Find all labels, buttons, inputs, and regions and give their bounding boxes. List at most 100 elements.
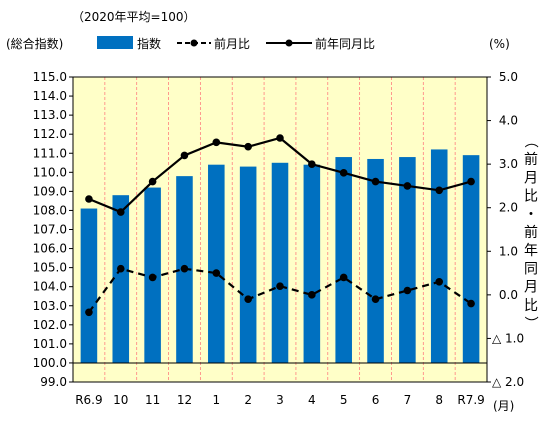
right-axis-unit: (%) (489, 37, 510, 51)
right-axis-title-char: ） (522, 316, 538, 330)
bar-index (112, 195, 130, 363)
point-yoy (339, 169, 348, 177)
bar-index (80, 208, 98, 363)
point-mom (116, 264, 125, 273)
right-axis-title-char: 月 (524, 170, 538, 186)
left-tick-label: 112.0 (33, 127, 67, 141)
left-tick-label: 115.0 (33, 70, 67, 84)
point-mom (435, 277, 444, 286)
point-mom (212, 269, 221, 277)
point-mom (180, 264, 189, 273)
left-tick-label: 106.0 (33, 242, 67, 256)
point-yoy (467, 177, 475, 186)
bar-index (367, 158, 384, 363)
left-tick-label: 110.0 (33, 165, 67, 179)
x-tick-label: R6.9 (75, 393, 102, 407)
left-tick-label: 100.0 (33, 356, 67, 370)
bar-index (399, 157, 416, 363)
x-tick-label: 5 (340, 393, 348, 407)
bar-series-index (80, 149, 480, 363)
x-tick-label: 8 (435, 393, 443, 407)
legend-label-mom: 前月比 (214, 36, 250, 51)
right-tick-label: 1.0 (499, 244, 518, 258)
right-axis-title-char: 年 (524, 243, 538, 259)
right-axis-title-char: ・ (524, 207, 538, 223)
point-yoy (371, 177, 380, 186)
right-tick-label: 4.0 (499, 114, 518, 128)
legend-mom-marker (190, 39, 198, 47)
left-tick-label: 107.0 (33, 223, 67, 237)
bar-index (208, 164, 225, 363)
left-tick-label: 101.0 (33, 337, 67, 351)
legend-bar-swatch (97, 36, 133, 49)
x-tick-label: R7.9 (457, 393, 484, 407)
point-yoy (403, 182, 412, 190)
legend-yoy-marker (285, 39, 293, 47)
right-axis-title-char: 同 (524, 261, 538, 277)
point-yoy (85, 195, 93, 203)
point-yoy (116, 208, 125, 216)
point-mom (244, 295, 252, 304)
x-tick-label: 12 (177, 393, 192, 407)
point-yoy (180, 151, 189, 160)
x-tick-label: 10 (113, 393, 128, 407)
right-tick-label: 5.0 (499, 70, 518, 84)
left-tick-label: 109.0 (33, 184, 67, 198)
point-mom (308, 291, 316, 299)
base-year-note: （2020年平均=100） (72, 10, 196, 24)
right-tick-label: 0.0 (499, 288, 518, 302)
x-tick-label: 7 (404, 393, 412, 407)
point-yoy (148, 177, 157, 186)
left-tick-label: 111.0 (33, 146, 67, 160)
point-yoy (276, 134, 284, 142)
right-axis-title-char: 比 (524, 298, 538, 314)
left-tick-label: 104.0 (33, 280, 67, 294)
right-tick-label: 3.0 (499, 157, 518, 171)
left-tick-label: 113.0 (33, 108, 67, 122)
bar-index (303, 164, 321, 363)
x-tick-label: 3 (276, 393, 284, 407)
point-mom (148, 273, 157, 282)
point-mom (276, 282, 284, 290)
point-mom (467, 299, 475, 308)
x-tick-label: 6 (372, 393, 380, 407)
vertical-gridlines (104, 77, 456, 382)
right-axis-title-char: 前 (524, 151, 538, 168)
x-axis: R6.9 10 11 12 1 2 3 4 5 6 7 8 R7.9 (75, 393, 485, 407)
left-tick-label: 103.0 (33, 299, 67, 313)
left-tick-label: 102.0 (33, 318, 67, 332)
x-axis-unit: (月) (493, 399, 514, 413)
bar-index (430, 149, 448, 363)
point-yoy (244, 142, 252, 151)
right-y-axis: 5.0 4.0 3.0 2.0 1.0 0.0 △ 1.0 △ 2.0 (487, 70, 524, 389)
bar-index (335, 157, 352, 363)
right-axis-title-char: 比 (524, 189, 538, 205)
x-tick-label: 2 (244, 393, 252, 407)
legend-label-index: 指数 (137, 36, 161, 51)
right-tick-label: 2.0 (499, 201, 518, 215)
point-mom (339, 273, 348, 282)
x-tick-label: 1 (212, 393, 220, 407)
right-axis-title-char: 前 (524, 224, 538, 241)
point-yoy (308, 160, 316, 168)
point-yoy (435, 186, 444, 195)
x-tick-label: 4 (308, 393, 316, 407)
left-tick-label: 108.0 (33, 203, 67, 217)
left-tick-label: 105.0 (33, 261, 67, 275)
right-axis-title: （前月比・前年同月比） (522, 134, 538, 330)
x-tick-label: 11 (145, 393, 160, 407)
point-mom (371, 295, 380, 304)
legend: (総合指数) 指数 前月比 前年同月比 (6, 36, 375, 51)
bar-index (271, 162, 289, 363)
legend-group-label: (総合指数) (6, 36, 63, 51)
point-yoy (212, 138, 221, 147)
bar-index (239, 166, 257, 363)
line-series (85, 134, 475, 317)
left-y-axis: 99.0 100.0 101.0 102.0 103.0 104.0 105.0 106.0 1… (33, 70, 73, 389)
right-axis-title-char: （ (522, 134, 538, 148)
point-mom (403, 286, 412, 295)
right-tick-label: △ 1.0 (492, 331, 524, 345)
point-mom (85, 308, 93, 317)
left-tick-label: 99.0 (40, 375, 67, 389)
